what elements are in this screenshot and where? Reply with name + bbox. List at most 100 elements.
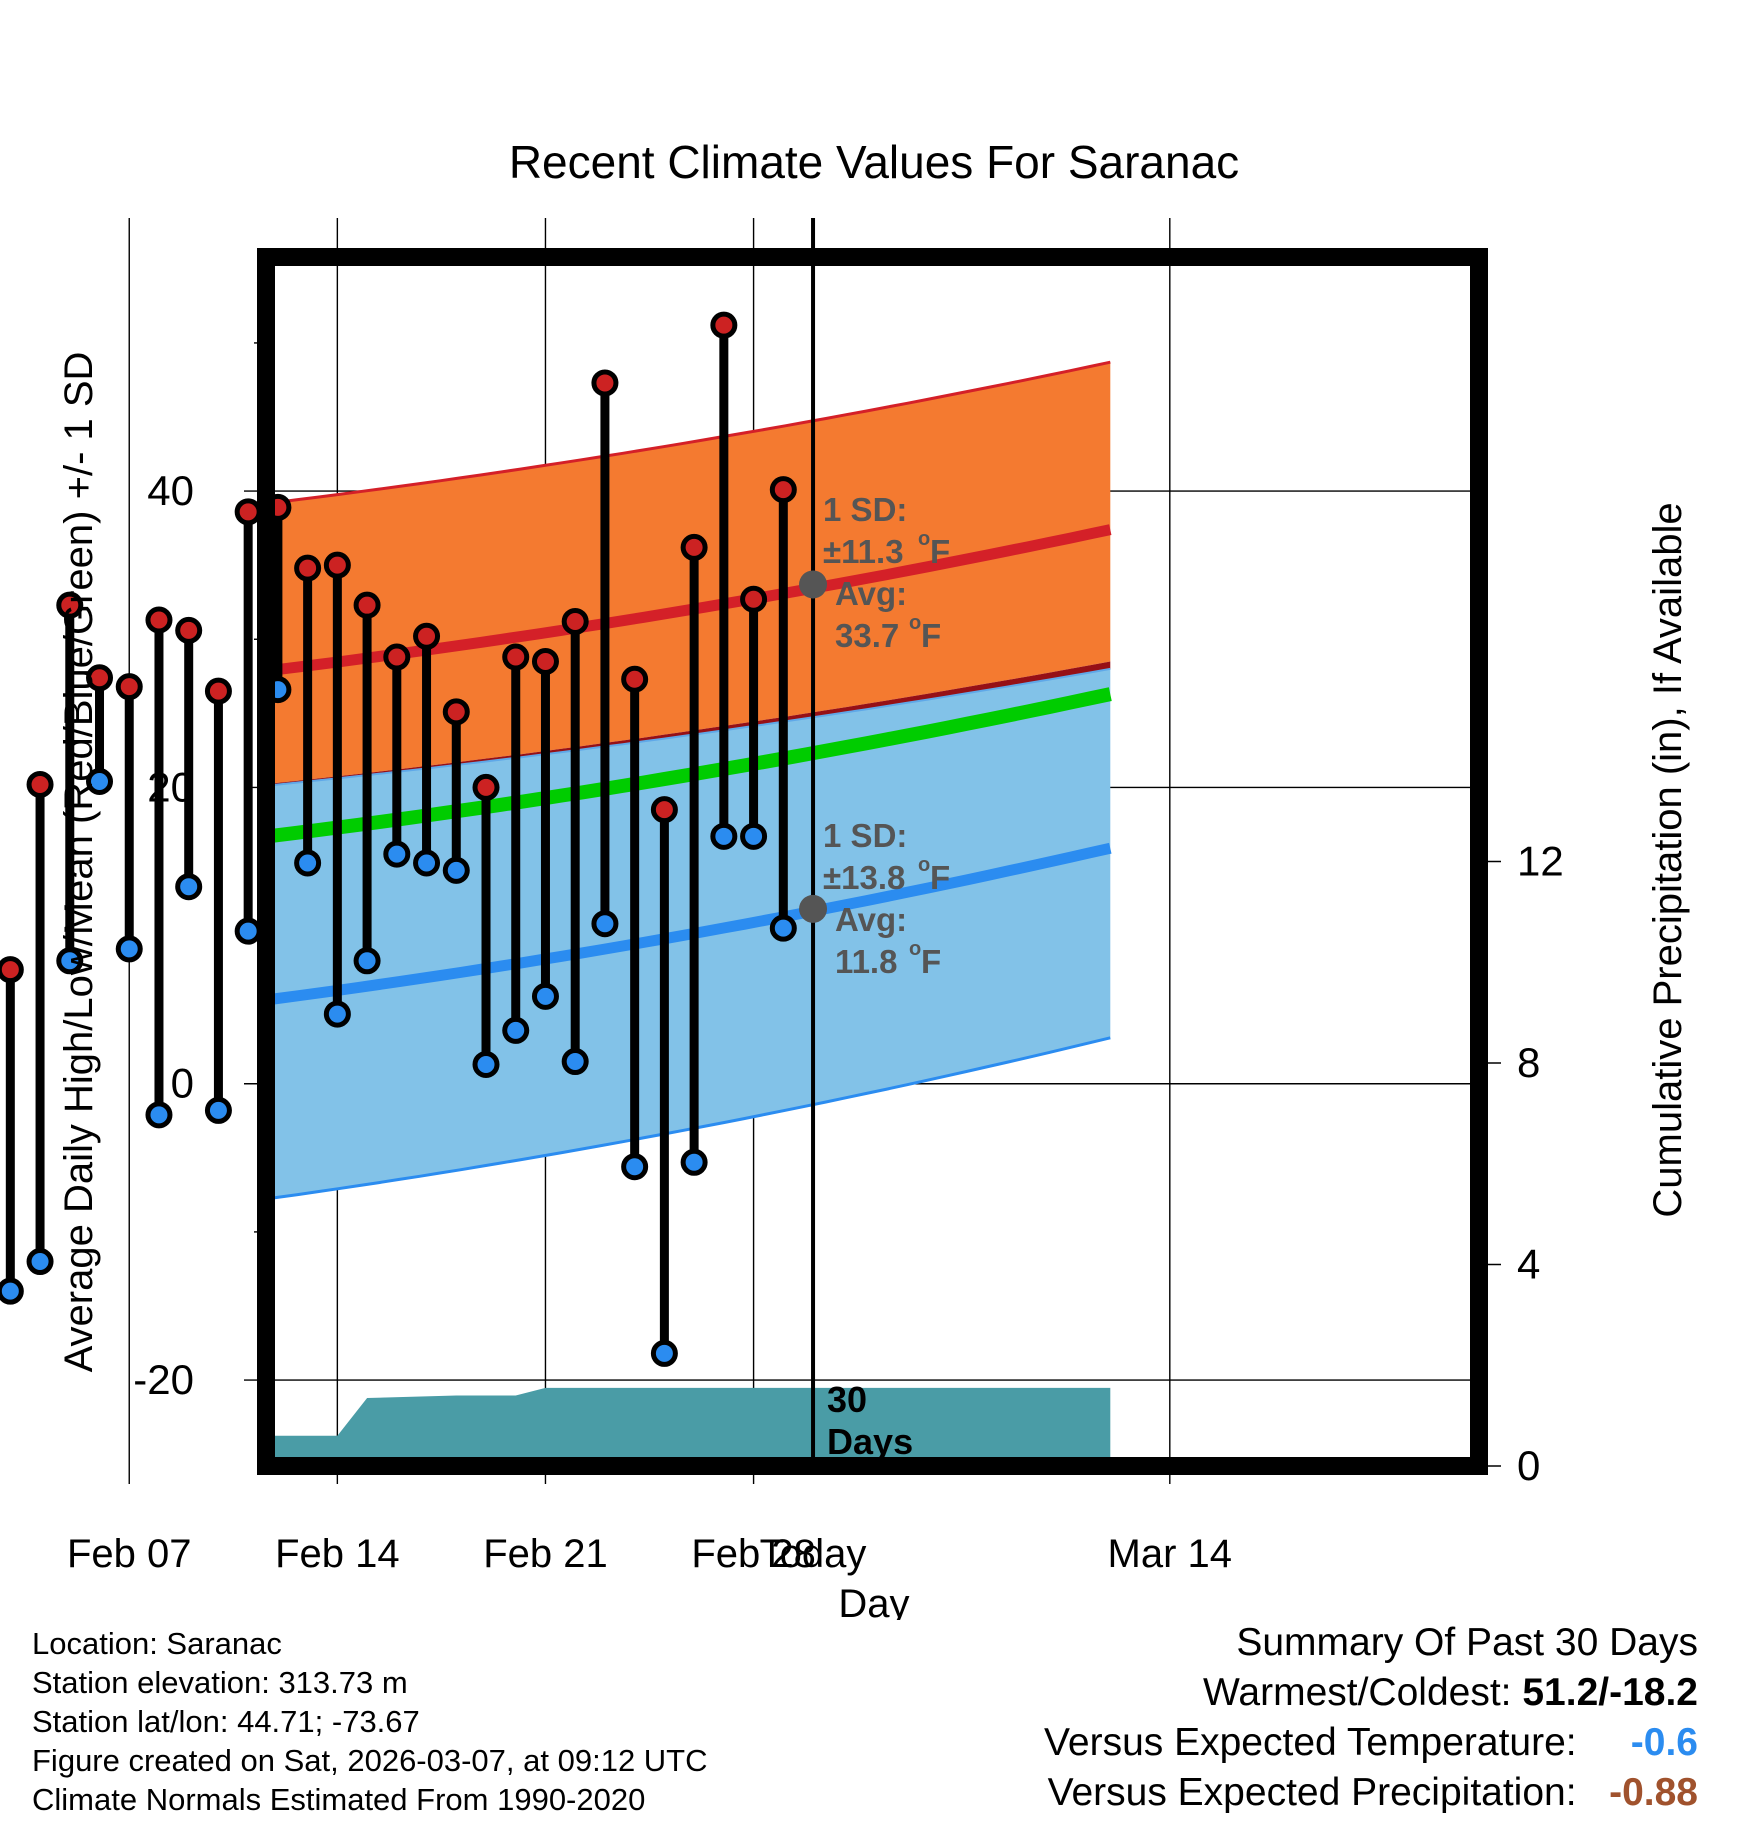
summary-panel: Summary Of Past 30 Days Warmest/Coldest:… <box>1044 1618 1698 1818</box>
precip-label: Versus Expected Precipitation: <box>1047 1771 1577 1814</box>
low-dot <box>561 1048 589 1076</box>
high-dot <box>680 533 708 561</box>
y-tick-label: 40 <box>147 467 194 514</box>
location-line: Location: Saranac <box>32 1626 282 1661</box>
temp-label: Versus Expected Temperature: <box>1044 1721 1577 1764</box>
high-deg-sup: o <box>918 528 930 550</box>
low-unit: F <box>930 859 950 896</box>
station-info: Location: Saranac Station elevation: 313… <box>32 1624 708 1819</box>
high-sd-upper-line <box>266 360 1111 506</box>
high-dot <box>0 956 24 984</box>
high-pm-value: ±11.3 <box>823 533 904 570</box>
high-dot <box>740 585 768 613</box>
x-tick-label: Feb 07 <box>67 1532 192 1576</box>
avg-high-line <box>266 524 1112 677</box>
low-deg-sup: o <box>918 854 930 876</box>
low-avg-value: 11.8 <box>835 943 897 980</box>
elevation-line: Station elevation: 313.73 m <box>32 1665 408 1700</box>
high-dot <box>204 677 232 705</box>
days-label-bottom: Days <box>827 1421 913 1462</box>
low-dot <box>710 822 738 850</box>
high-dot <box>56 591 84 619</box>
high-dot <box>383 643 411 671</box>
high-dot <box>175 616 203 644</box>
precip-area <box>266 1387 1111 1466</box>
y2-tick-label: 8 <box>1517 1039 1540 1086</box>
low-sd-label: 1 SD: <box>823 817 907 854</box>
plot-frame <box>257 248 1488 1475</box>
high-dot <box>591 369 619 397</box>
y-tick-label: 0 <box>171 1060 194 1107</box>
avg-low-marker <box>799 894 828 923</box>
high-dot <box>323 551 351 579</box>
x-tick-label: Feb 14 <box>275 1532 400 1576</box>
x-tick-label: Feb 28 <box>691 1532 816 1576</box>
y-axis-label: Average Daily High/Low/Mean (Red/Blue/Gr… <box>57 352 101 1373</box>
high-dot <box>650 796 678 824</box>
y-tick-label: 20 <box>147 763 194 810</box>
high-avg-label: Avg: <box>835 575 907 612</box>
summary-title: Summary Of Past 30 Days <box>1236 1621 1698 1664</box>
warm-cold-value: 51.2/-18.2 <box>1522 1671 1698 1714</box>
low-dot <box>204 1096 232 1124</box>
x-axis-label: Day <box>838 1582 909 1620</box>
avg-high-marker <box>799 570 828 599</box>
low-dot <box>56 947 84 975</box>
high-dot <box>115 673 143 701</box>
high-dot <box>145 606 173 634</box>
high-avg-deg-sup: o <box>909 612 921 634</box>
high-dot <box>26 770 54 798</box>
low-avg-label: Avg: <box>835 901 907 938</box>
precip-row: Versus Expected Precipitation: -0.88 <box>1044 1768 1698 1818</box>
low-sd-upper-line <box>266 667 1111 787</box>
low-pm-value: ±13.8 <box>823 859 905 896</box>
normals-line: Climate Normals Estimated From 1990-2020 <box>32 1782 646 1817</box>
high-avg-value: 33.7 <box>835 617 899 654</box>
high-dot <box>472 773 500 801</box>
temp-row: Versus Expected Temperature: -0.6 <box>1044 1718 1698 1768</box>
y2-axis-label: Cumulative Precipitation (in), If Availa… <box>1646 502 1690 1217</box>
low-dot <box>145 1101 173 1129</box>
low-dot <box>531 982 559 1010</box>
low-dot <box>769 914 797 942</box>
low-dot <box>621 1153 649 1181</box>
latlon-line: Station lat/lon: 44.71; -73.67 <box>32 1704 420 1739</box>
high-dot <box>531 647 559 675</box>
low-sd-lower-line <box>266 1036 1111 1201</box>
low-dot <box>294 849 322 877</box>
low-dot <box>680 1148 708 1176</box>
created-line: Figure created on Sat, 2026-03-07, at 09… <box>32 1743 708 1778</box>
temp-value: -0.6 <box>1630 1721 1698 1764</box>
x-tick-label: Today <box>760 1532 867 1576</box>
low-dot <box>442 856 470 884</box>
avg-mean-line <box>266 687 1112 844</box>
y2-tick-label: 4 <box>1517 1241 1540 1288</box>
high-sd-label: 1 SD: <box>823 491 907 528</box>
low-dot <box>0 1277 24 1305</box>
high-dot <box>442 698 470 726</box>
low-dot <box>591 910 619 938</box>
high-dot <box>294 554 322 582</box>
low-dot <box>383 840 411 868</box>
high-dot <box>621 665 649 693</box>
low-dot <box>413 849 441 877</box>
y2-tick-label: 0 <box>1517 1442 1540 1489</box>
high-dot <box>353 591 381 619</box>
avg-low-line <box>266 842 1112 1006</box>
warm-cold-label: Warmest/Coldest: <box>1203 1671 1512 1714</box>
high-unit: F <box>930 533 950 570</box>
x-tick-label: Feb 21 <box>483 1532 608 1576</box>
low-dot <box>115 935 143 963</box>
high-sd-band <box>266 362 1111 785</box>
days-label-top: 30 <box>827 1379 867 1420</box>
low-dot <box>86 767 114 795</box>
low-dot <box>353 947 381 975</box>
precip-value: -0.88 <box>1609 1771 1698 1814</box>
low-dot <box>472 1050 500 1078</box>
low-dot <box>234 917 262 945</box>
low-avg-deg-sup: o <box>909 938 921 960</box>
precip-area-group <box>266 1387 1111 1466</box>
warm-cold-row: Warmest/Coldest: 51.2/-18.2 <box>1044 1668 1698 1718</box>
